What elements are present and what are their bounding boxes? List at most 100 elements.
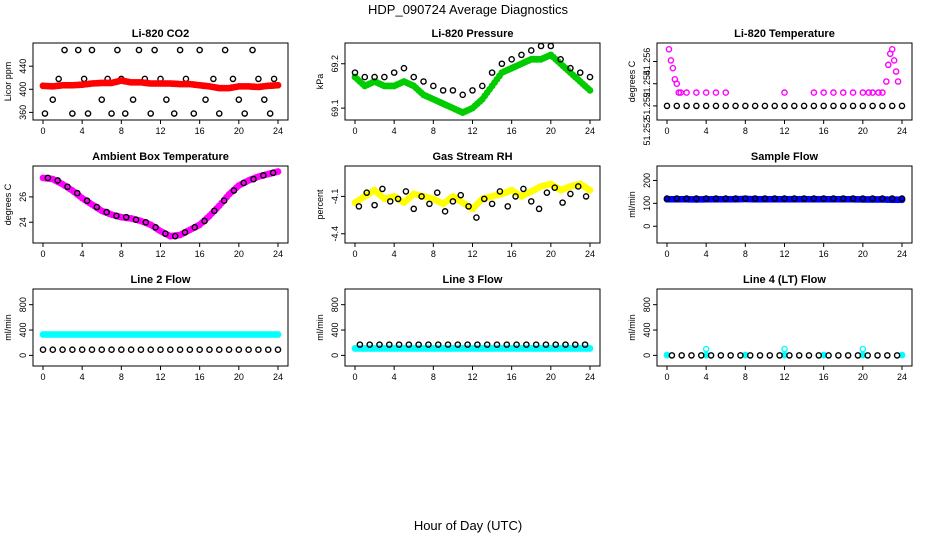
x-tick-label: 24: [897, 126, 907, 136]
data-point: [433, 189, 441, 196]
x-tick-label: 8: [119, 372, 124, 382]
data-point: [849, 89, 857, 96]
y-tick-label: 0: [642, 353, 652, 358]
data-point: [790, 102, 798, 110]
data-point: [402, 188, 410, 195]
data-point: [225, 346, 233, 353]
x-tick-label: 24: [585, 126, 595, 136]
y-tick-label: 69.2: [330, 55, 340, 73]
data-point: [181, 229, 189, 236]
data-point: [186, 346, 194, 353]
data-point: [702, 195, 710, 202]
data-point: [220, 197, 228, 204]
y-tick-label: 200: [642, 173, 652, 188]
data-point: [260, 172, 267, 179]
data-point: [425, 341, 432, 348]
x-tick-label: 8: [431, 372, 436, 382]
data-point: [483, 341, 491, 348]
plot-title: Gas Stream RH: [432, 151, 512, 163]
data-point: [496, 188, 504, 195]
y-axis-title: kPa: [315, 74, 325, 90]
data-point: [405, 341, 413, 348]
data-point: [879, 89, 886, 96]
data-point: [574, 183, 582, 190]
data-point: [221, 46, 229, 54]
plot-frame: [344, 288, 601, 367]
x-tick-label: 24: [273, 249, 283, 259]
y-tick-label: 800: [18, 297, 28, 312]
data-point: [241, 110, 249, 117]
data-point: [420, 78, 427, 85]
data-point: [771, 195, 779, 202]
data-point: [888, 46, 896, 53]
data-point: [215, 110, 223, 117]
data-point: [893, 352, 901, 359]
data-point: [385, 341, 393, 348]
data-point: [269, 169, 277, 177]
y-axis-title: ml/min: [315, 314, 325, 341]
y-tick-label: -4.1: [330, 189, 340, 205]
x-tick-label: 20: [234, 372, 244, 382]
x-tick-label: 12: [155, 249, 165, 259]
data-point: [459, 91, 467, 99]
data-point: [118, 346, 125, 353]
x-tick-label: 0: [40, 372, 45, 382]
data-point: [201, 217, 208, 225]
x-tick-label: 20: [546, 372, 556, 382]
data-point: [73, 189, 81, 197]
y-tick-label: 800: [330, 297, 340, 312]
data-point: [191, 224, 199, 231]
data-point: [55, 75, 62, 83]
y-tick-label: 100: [642, 196, 652, 211]
data-point: [892, 68, 900, 75]
data-point: [898, 102, 906, 110]
x-tick-label: 20: [234, 126, 244, 136]
data-point: [190, 110, 198, 117]
data-point: [503, 341, 511, 348]
data-point: [469, 87, 476, 94]
y-tick-label: 26: [18, 192, 28, 202]
data-point: [230, 187, 238, 194]
y-bottom-label: 51.252: [642, 118, 652, 146]
data-point: [663, 102, 671, 110]
x-tick-label: 20: [234, 249, 244, 259]
x-tick-label: 12: [779, 249, 789, 259]
data-point: [667, 57, 675, 64]
data-point: [884, 61, 892, 69]
data-point: [166, 346, 174, 353]
data-point: [693, 102, 700, 110]
data-point: [513, 341, 520, 348]
data-point: [444, 341, 452, 348]
x-tick-label: 4: [80, 372, 85, 382]
data-point: [88, 346, 96, 353]
data-point: [464, 341, 471, 348]
data-point: [93, 203, 101, 211]
data-point: [894, 78, 902, 85]
data-point: [898, 195, 906, 202]
data-point: [864, 352, 872, 359]
data-point: [875, 89, 882, 96]
data-point: [869, 195, 876, 202]
plot-title: Li-820 CO2: [132, 28, 189, 40]
y-tick-label: 51.254: [642, 70, 652, 98]
data-point: [400, 64, 408, 72]
data-point: [235, 346, 243, 353]
data-point: [567, 190, 574, 198]
x-tick-label: 12: [467, 372, 477, 382]
data-point: [800, 195, 808, 202]
x-tick-label: 4: [80, 126, 85, 136]
data-point: [274, 346, 282, 353]
data-point: [147, 110, 155, 117]
x-tick-label: 0: [664, 372, 669, 382]
y-axis-title: percent: [315, 189, 325, 220]
y-tick-label: 69.1: [330, 99, 340, 117]
y-tick-label: 51.256: [642, 48, 652, 76]
data-point: [879, 102, 886, 110]
plot-frame: [32, 288, 289, 367]
x-tick-label: 0: [40, 249, 45, 259]
x-tick-label: 16: [507, 126, 517, 136]
data-point: [673, 102, 681, 110]
plot-title: Sample Flow: [751, 151, 819, 163]
data-point: [673, 80, 681, 88]
y-tick-label: 360: [18, 105, 28, 120]
